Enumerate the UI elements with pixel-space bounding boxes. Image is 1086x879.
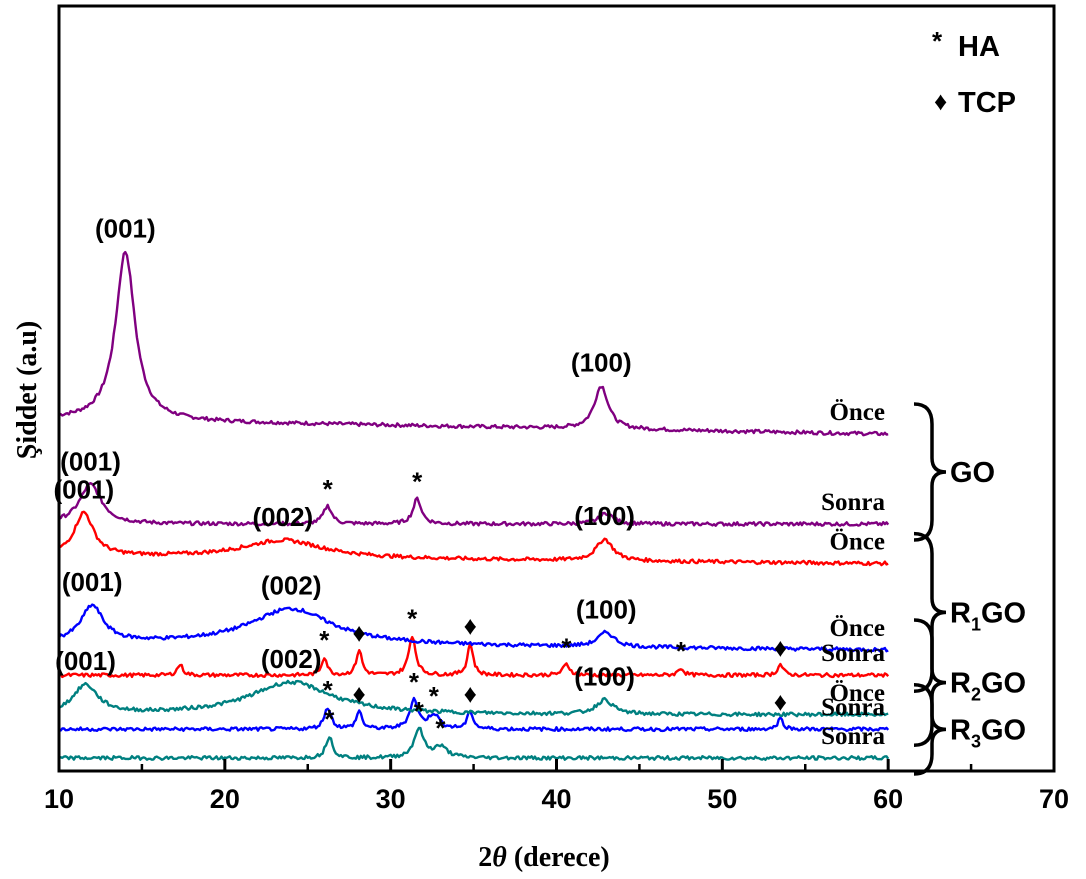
state-label-5: Sonra bbox=[821, 694, 885, 721]
x-axis: 10 20 30 40 50 60 70 bbox=[44, 759, 1069, 814]
peak-label-6-0: (001) bbox=[55, 646, 116, 676]
x-tick-label-4: 50 bbox=[707, 784, 737, 814]
x-tick-label-6: 70 bbox=[1039, 784, 1069, 814]
series-line-3 bbox=[58, 635, 890, 679]
x-tick-label-5: 60 bbox=[873, 784, 903, 814]
peak-marker-3-4: ♦ bbox=[464, 611, 477, 641]
group-brace-1 bbox=[913, 531, 947, 693]
state-label-2: Önce bbox=[829, 529, 885, 556]
peak-marker-3-7: ♦ bbox=[774, 632, 787, 662]
series-line-5 bbox=[58, 696, 890, 733]
series-line-7 bbox=[58, 726, 890, 761]
state-label-0: Önce bbox=[829, 399, 885, 426]
peak-marker-5-4: ♦ bbox=[464, 678, 477, 708]
peak-marker-3-2: ♦ bbox=[353, 618, 366, 648]
x-tick-label-2: 30 bbox=[376, 784, 406, 814]
legend-ha-label: HA bbox=[958, 31, 1000, 63]
legend-ha-symbol: * bbox=[932, 26, 943, 56]
series-layer bbox=[57, 250, 890, 761]
series-line-2 bbox=[58, 510, 889, 567]
peak-marker-5-0: * bbox=[323, 675, 334, 705]
state-label-6: Önce bbox=[829, 680, 885, 707]
peak-label-6-1: (002) bbox=[261, 644, 322, 674]
peak-marker-1-1: * bbox=[323, 474, 334, 504]
peak-marker-5-2: * bbox=[409, 667, 420, 697]
series-line-4 bbox=[57, 603, 889, 653]
state-label-1: Sonra bbox=[821, 489, 885, 516]
group-label-3: R3GO bbox=[950, 714, 1026, 751]
group-brace-0 bbox=[913, 402, 947, 542]
annotation-layer: (001)(100)Önce(001)* *Sonra(001)(002) (100… bbox=[54, 214, 1026, 776]
peak-label-1-0: (001) bbox=[60, 446, 121, 476]
peak-label-2-0: (001) bbox=[54, 474, 115, 504]
peak-label-2-2: (100) bbox=[574, 501, 635, 531]
peak-marker-5-1: ♦ bbox=[353, 678, 366, 708]
legend: * HA ♦ TCP bbox=[932, 26, 1016, 119]
state-label-3: Sonra bbox=[821, 640, 885, 667]
group-label-0: GO bbox=[950, 457, 995, 489]
peak-marker-1-2: * bbox=[412, 467, 423, 497]
plot-frame bbox=[57, 4, 1056, 773]
series-line-0 bbox=[58, 250, 889, 437]
peak-marker-7-1: * bbox=[414, 696, 425, 726]
x-tick-label-3: 40 bbox=[541, 784, 571, 814]
peak-label-2-1: (002) bbox=[253, 502, 314, 532]
peak-label-4-1: (002) bbox=[261, 571, 322, 601]
group-label-2: R2GO bbox=[950, 668, 1026, 705]
group-brace-3 bbox=[913, 683, 947, 776]
peak-label-4-0: (001) bbox=[62, 567, 123, 597]
peak-marker-7-2: * bbox=[435, 713, 446, 743]
peak-marker-3-3: * bbox=[407, 603, 418, 633]
state-label-4: Önce bbox=[829, 615, 885, 642]
series-line-1 bbox=[58, 482, 890, 527]
peak-marker-5-5: ♦ bbox=[774, 686, 787, 716]
peak-marker-3-5: * bbox=[561, 632, 572, 662]
peak-marker-3-6: * bbox=[676, 636, 687, 666]
x-tick-label-0: 10 bbox=[44, 784, 74, 814]
peak-marker-7-0: * bbox=[324, 704, 335, 734]
y-axis-title: Şiddet (a.u) bbox=[12, 321, 43, 459]
peak-marker-3-1: * bbox=[319, 625, 330, 655]
legend-tcp-label: TCP bbox=[958, 87, 1016, 119]
series-line-6 bbox=[58, 679, 889, 718]
peak-marker-5-3: * bbox=[429, 681, 440, 711]
x-tick-label-1: 20 bbox=[210, 784, 240, 814]
group-brace-2 bbox=[913, 618, 947, 747]
x-axis-title: 2θ (derece) bbox=[478, 842, 609, 873]
peak-label-0-1: (100) bbox=[571, 348, 632, 378]
legend-tcp-symbol: ♦ bbox=[934, 86, 947, 116]
peak-label-0-0: (001) bbox=[95, 214, 156, 244]
group-label-1: R1GO bbox=[950, 597, 1026, 634]
peak-label-4-2: (100) bbox=[576, 594, 637, 624]
peak-label-6-2: (100) bbox=[574, 662, 635, 692]
state-label-7: Sonra bbox=[821, 723, 885, 750]
